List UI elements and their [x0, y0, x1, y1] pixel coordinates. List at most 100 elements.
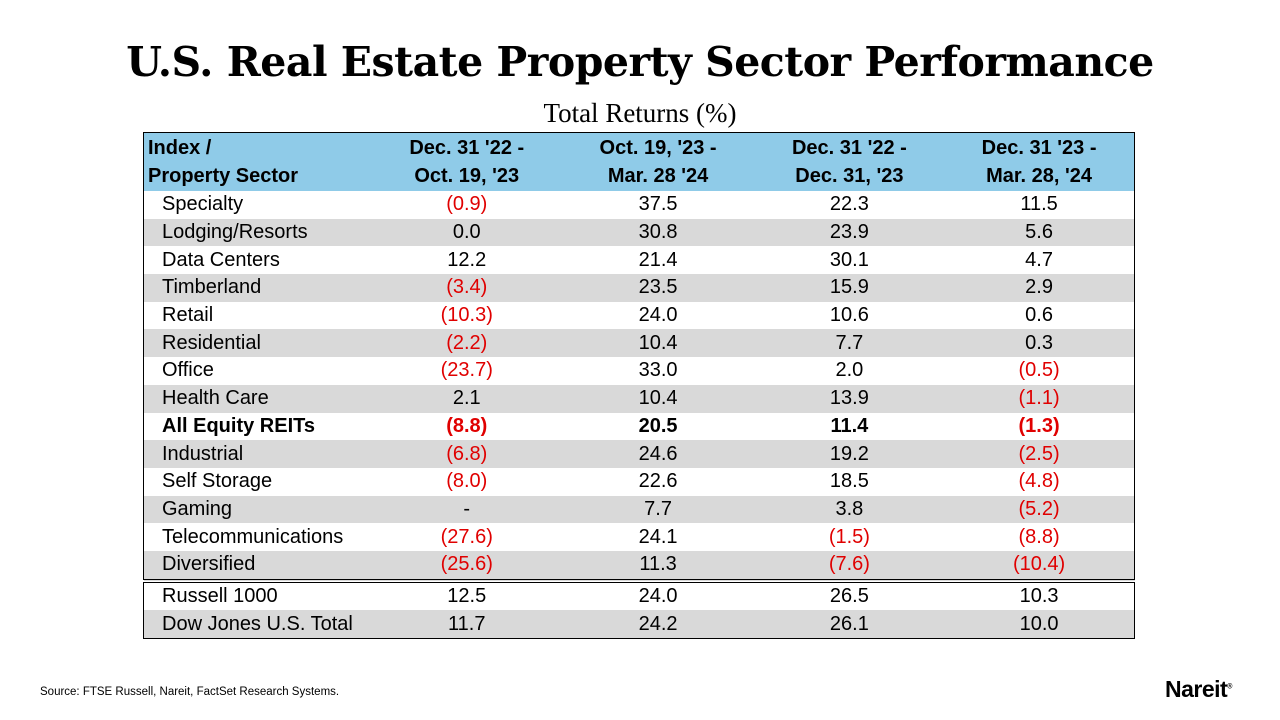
row-label: Telecommunications [162, 525, 344, 548]
table-header-row: Index / Property Sector Dec. 31 '22 - Oct. … [143, 132, 1135, 191]
table-row: Data Centers 12.2 21.4 30.1 4.7 [144, 246, 1135, 274]
row-label: Industrial [143, 440, 372, 468]
page-subtitle: Total Returns (%) [543, 98, 737, 128]
return-value: (1.5) [828, 525, 870, 548]
return-value: (6.8) [372, 440, 562, 468]
column-header: Oct. 19, '23 - Mar. 28 '24 [561, 132, 755, 191]
column-header: Index / Property Sector [143, 132, 372, 191]
return-value: (10.3) [440, 304, 493, 327]
return-value: 0.6 [1025, 304, 1053, 327]
column-header-line: Index / [148, 137, 212, 159]
return-value: 0.3 [944, 329, 1135, 358]
return-value: (7.6) [754, 550, 945, 581]
table-row: Specialty (0.9) 37.5 22.3 11.5 [144, 191, 1135, 219]
row-label: Specialty [162, 193, 244, 216]
return-value: 24.1 [638, 525, 678, 548]
return-value: 24.0 [561, 578, 755, 611]
row-label: Dow Jones U.S. Total [143, 610, 372, 639]
row-label: Retail [162, 304, 214, 327]
row-label: Timberland [143, 274, 372, 302]
return-value: 24.0 [638, 304, 678, 327]
return-value: 13.9 [754, 384, 945, 413]
return-value: 24.2 [561, 610, 755, 639]
return-value: (27.6) [440, 525, 493, 548]
return-value: (1.3) [1018, 414, 1060, 437]
return-value: 7.7 [754, 329, 945, 358]
return-value: 37.5 [638, 193, 678, 216]
row-label: Gaming [143, 495, 372, 524]
table-row: Timberland (3.4) 23.5 15.9 2.9 [143, 274, 1135, 302]
table-row: Industrial (6.8) 24.6 19.2 (2.5) [143, 440, 1135, 468]
table-row: Telecommunications (27.6) 24.1 (1.5) (8.8) [144, 523, 1135, 551]
return-value: 19.2 [754, 440, 945, 468]
table-row: Diversified (25.6) 11.3 (7.6) (10.4) [143, 550, 1135, 581]
column-header-line: Oct. 19, '23 - [599, 137, 717, 159]
performance-table: Index / Property Sector Dec. 31 '22 - Oct. … [143, 132, 1135, 639]
column-header-line: Property Sector [148, 165, 299, 187]
return-value: 11.4 [830, 414, 869, 437]
return-value: (25.6) [372, 550, 562, 581]
return-value: 26.1 [754, 610, 945, 639]
return-value: (8.8) [1018, 525, 1060, 548]
return-value: - [372, 495, 562, 524]
row-label: Lodging/Resorts [143, 218, 372, 247]
return-value: 11.3 [561, 550, 755, 581]
return-value: 10.6 [829, 304, 869, 327]
table-row: Russell 1000 12.5 24.0 26.5 10.3 [143, 578, 1135, 611]
return-value: 11.5 [1020, 193, 1058, 216]
return-value: 7.7 [561, 495, 755, 524]
return-value: (10.4) [944, 550, 1135, 581]
table-row: Dow Jones U.S. Total 11.7 24.2 26.1 10.0 [143, 610, 1135, 639]
return-value: 23.5 [561, 274, 755, 302]
return-value: 2.1 [372, 384, 562, 413]
column-header-line: Mar. 28, '24 [986, 165, 1093, 187]
return-value: 18.5 [829, 470, 869, 493]
return-value: (23.7) [440, 359, 493, 382]
return-value: 5.6 [944, 218, 1135, 247]
table-row: Self Storage (8.0) 22.6 18.5 (4.8) [144, 468, 1135, 496]
return-value: 10.0 [944, 610, 1135, 639]
return-value: (8.8) [446, 414, 488, 437]
row-label: Data Centers [162, 248, 280, 271]
column-header-line: Dec. 31, '23 [795, 165, 904, 187]
return-value: 22.3 [829, 193, 869, 216]
return-value: 23.9 [754, 218, 945, 247]
return-value: 2.0 [835, 359, 864, 382]
return-value: 30.1 [829, 248, 869, 271]
return-value: (0.5) [1018, 359, 1060, 382]
column-header-line: Mar. 28 '24 [607, 165, 709, 187]
return-value: 10.3 [944, 578, 1135, 611]
row-label: Office [162, 359, 214, 382]
column-header-line: Dec. 31 '22 - [409, 137, 525, 159]
return-value: 10.4 [561, 384, 755, 413]
row-label: Diversified [143, 550, 372, 581]
return-value: 11.7 [372, 610, 562, 639]
return-value: 12.5 [372, 578, 562, 611]
table-row: Lodging/Resorts 0.0 30.8 23.9 5.6 [143, 218, 1135, 247]
row-label: Russell 1000 [143, 578, 372, 611]
source-note: Source: FTSE Russell, Nareit, FactSet Re… [40, 686, 340, 698]
table-row: Residential (2.2) 10.4 7.7 0.3 [143, 329, 1135, 358]
return-value: (0.9) [446, 193, 488, 216]
column-header: Dec. 31 '22 - Oct. 19, '23 [372, 132, 562, 191]
column-header: Dec. 31 '23 - Mar. 28, '24 [944, 132, 1135, 191]
return-value: 0.0 [372, 218, 562, 247]
return-value: (4.8) [1018, 470, 1060, 493]
column-header-line: Dec. 31 '23 - [981, 137, 1097, 159]
return-value: 26.5 [754, 578, 945, 611]
return-value: 20.5 [638, 414, 678, 437]
return-value: (3.4) [372, 274, 562, 302]
table-row: Office (23.7) 33.0 2.0 (0.5) [144, 357, 1135, 385]
page-title: U.S. Real Estate Property Sector Perform… [126, 38, 1154, 86]
row-label: Residential [143, 329, 372, 358]
column-header-line: Dec. 31 '22 - [791, 137, 907, 159]
return-value: 2.9 [944, 274, 1135, 302]
return-value: 24.6 [561, 440, 755, 468]
return-value: (2.5) [944, 440, 1135, 468]
nareit-logo: Nareit® [1165, 676, 1232, 702]
row-label: Health Care [143, 384, 372, 413]
return-value: 15.9 [754, 274, 945, 302]
table-row: All Equity REITs (8.8) 20.5 11.4 (1.3) [144, 413, 1135, 441]
return-value: (1.1) [944, 384, 1135, 413]
row-label: All Equity REITs [162, 414, 315, 437]
